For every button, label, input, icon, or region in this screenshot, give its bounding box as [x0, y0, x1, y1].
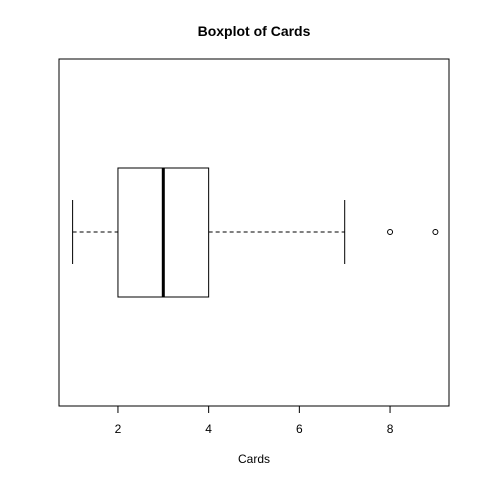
x-tick-label: 8 — [387, 422, 394, 436]
x-axis: 2 4 6 8 — [115, 405, 394, 436]
outlier-point-2 — [432, 229, 439, 235]
box-marks — [72, 167, 439, 298]
outlier-point-1 — [387, 229, 394, 235]
x-tick-label: 4 — [205, 422, 212, 436]
x-tick-label: 2 — [115, 422, 122, 436]
x-tick-label: 6 — [296, 422, 303, 436]
x-axis-label: Cards — [238, 452, 270, 466]
chart-title: Boxplot of Cards — [198, 23, 311, 39]
